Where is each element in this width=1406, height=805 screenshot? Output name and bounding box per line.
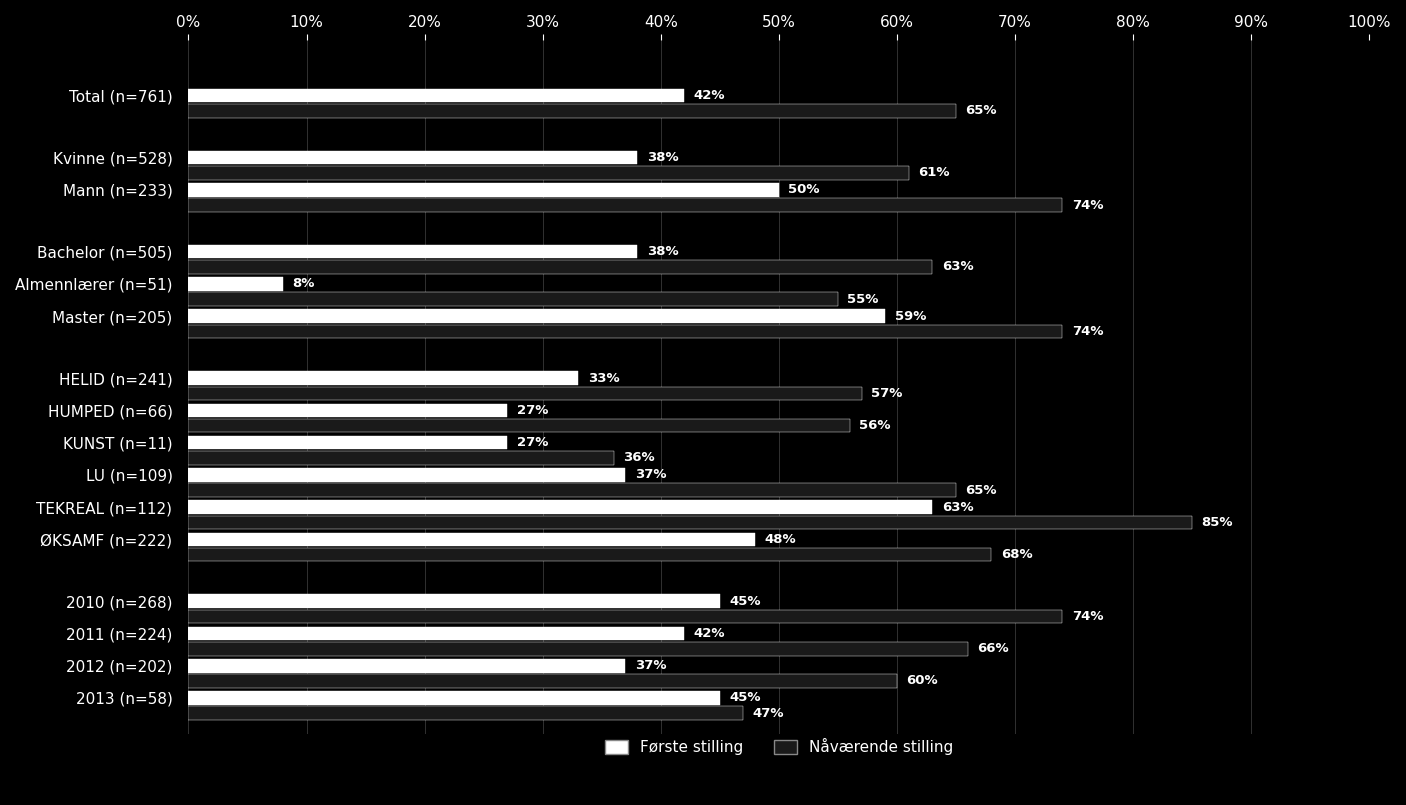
Bar xyxy=(188,166,908,180)
Text: 56%: 56% xyxy=(859,419,890,432)
Text: 37%: 37% xyxy=(634,469,666,481)
Bar xyxy=(188,386,862,400)
Bar xyxy=(188,151,637,164)
Text: 74%: 74% xyxy=(1071,199,1104,212)
Text: 36%: 36% xyxy=(623,452,655,464)
Bar xyxy=(188,183,779,196)
Bar xyxy=(188,675,897,687)
Bar xyxy=(188,277,283,291)
Bar xyxy=(188,451,613,464)
Text: 37%: 37% xyxy=(634,659,666,672)
Bar xyxy=(188,594,720,608)
Bar xyxy=(188,627,685,640)
Bar xyxy=(188,403,508,417)
Text: 48%: 48% xyxy=(765,533,796,546)
Bar xyxy=(188,642,967,655)
Bar xyxy=(188,260,932,274)
Text: 66%: 66% xyxy=(977,642,1010,655)
Bar xyxy=(188,324,1063,338)
Text: 50%: 50% xyxy=(789,184,820,196)
Text: 42%: 42% xyxy=(693,627,725,640)
Text: 85%: 85% xyxy=(1202,516,1233,529)
Bar xyxy=(188,198,1063,212)
Bar xyxy=(188,609,1063,623)
Bar xyxy=(188,309,886,323)
Bar xyxy=(188,89,685,102)
Text: 59%: 59% xyxy=(894,310,927,323)
Text: 38%: 38% xyxy=(647,246,678,258)
Text: 45%: 45% xyxy=(730,595,761,608)
Text: 61%: 61% xyxy=(918,167,949,180)
Bar xyxy=(188,691,720,704)
Text: 74%: 74% xyxy=(1071,610,1104,623)
Bar xyxy=(188,371,578,385)
Text: 63%: 63% xyxy=(942,261,973,274)
Text: 60%: 60% xyxy=(907,675,938,687)
Bar xyxy=(188,468,626,481)
Bar xyxy=(188,436,508,449)
Text: 55%: 55% xyxy=(848,293,879,306)
Bar xyxy=(188,515,1192,529)
Bar xyxy=(188,104,956,118)
Bar xyxy=(188,483,956,497)
Legend: Første stilling, Nåværende stilling: Første stilling, Nåværende stilling xyxy=(599,733,959,762)
Bar xyxy=(188,292,838,306)
Text: 47%: 47% xyxy=(752,707,785,720)
Text: 33%: 33% xyxy=(588,372,619,385)
Bar xyxy=(188,547,991,561)
Text: 65%: 65% xyxy=(966,105,997,118)
Text: 63%: 63% xyxy=(942,501,973,514)
Text: 65%: 65% xyxy=(966,484,997,497)
Text: 27%: 27% xyxy=(517,404,548,417)
Bar xyxy=(188,533,755,546)
Text: 38%: 38% xyxy=(647,151,678,164)
Text: 57%: 57% xyxy=(870,387,903,400)
Bar xyxy=(188,707,744,720)
Bar xyxy=(188,500,932,514)
Text: 68%: 68% xyxy=(1001,548,1032,561)
Text: 42%: 42% xyxy=(693,89,725,102)
Text: 27%: 27% xyxy=(517,436,548,449)
Bar xyxy=(188,659,626,672)
Text: 8%: 8% xyxy=(292,278,315,291)
Bar xyxy=(188,419,849,432)
Bar xyxy=(188,245,637,258)
Text: 74%: 74% xyxy=(1071,325,1104,338)
Text: 45%: 45% xyxy=(730,691,761,704)
